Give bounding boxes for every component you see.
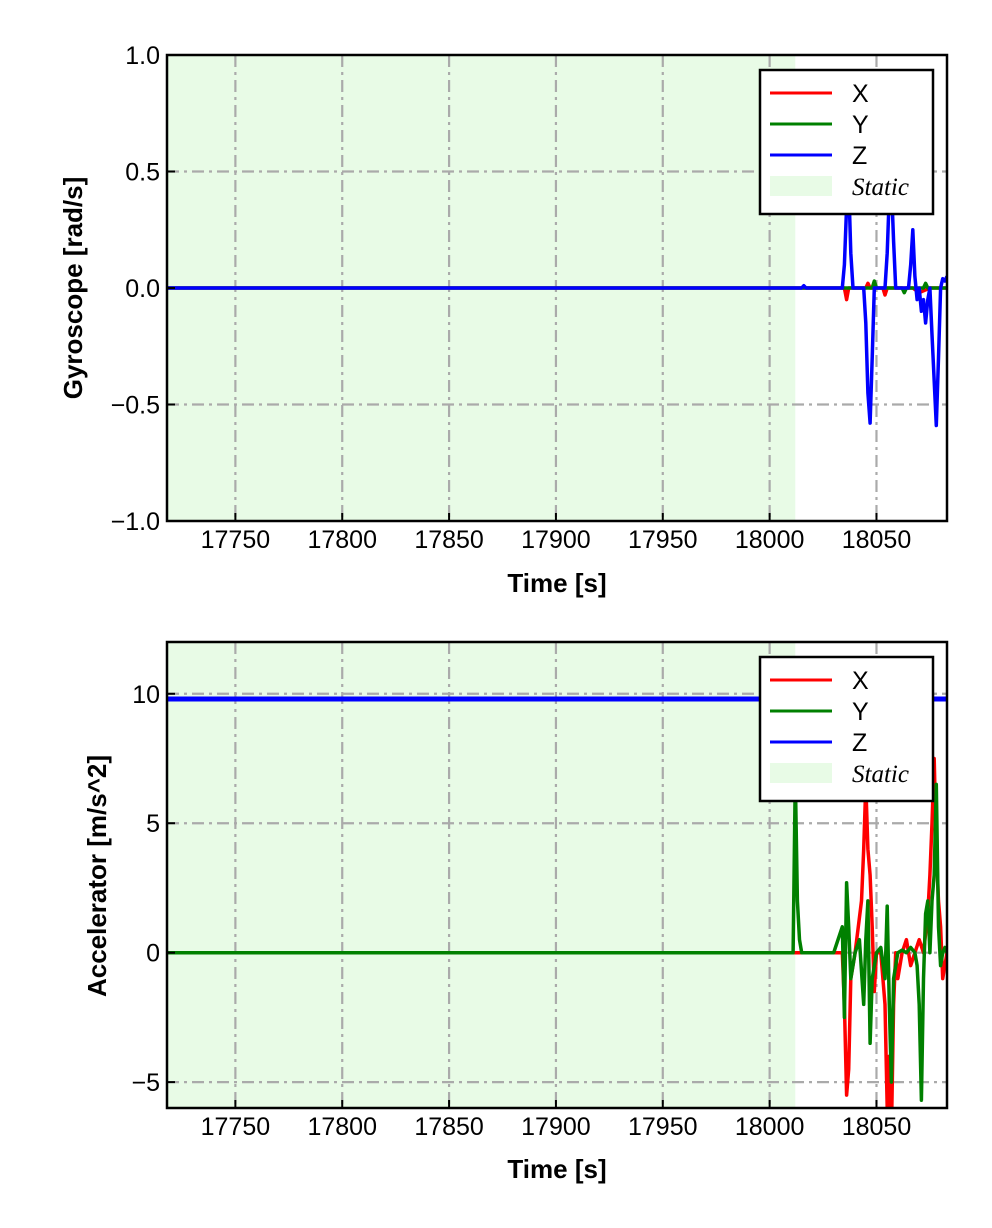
gyroscope-legend-z-label: Z: [852, 142, 867, 170]
gyroscope-legend-x-label: X: [852, 80, 869, 108]
gyroscope-x-tick-label-4: 17950: [628, 526, 698, 554]
accelerator-legend-static-label: Static: [852, 761, 909, 788]
accelerator-plot-frame: [165, 640, 949, 1110]
gyroscope-chart: 17750 17800 17850 17900 17950 18000 18050 −1.0 −…: [58, 42, 949, 598]
accelerator-static-region: [167, 642, 796, 1108]
gyroscope-x-tick-label-6: 18050: [842, 526, 912, 554]
accelerator-legend-y-label: Y: [852, 698, 869, 726]
accelerator-x-tick-label-6: 18050: [842, 1113, 912, 1141]
accelerator-series-y-line: [167, 774, 947, 1102]
gyroscope-x-tick-label-5: 18000: [735, 526, 805, 554]
gyroscope-y-tick-label-0: −1.0: [111, 508, 160, 536]
accelerator-x-tick-label-2: 17850: [414, 1113, 484, 1141]
accelerator-legend-z-label: Z: [852, 729, 867, 757]
accelerator-x-tick-label-5: 18000: [735, 1113, 805, 1141]
gyroscope-x-tick-label-3: 17900: [521, 526, 591, 554]
gyroscope-y-tick-label-4: 1.0: [125, 42, 160, 70]
accelerator-x-tick-label-0: 17750: [201, 1113, 271, 1141]
accelerator-x-tick-label-1: 17800: [307, 1113, 377, 1141]
accelerator-y-tick-label-0: −5: [131, 1069, 160, 1097]
accelerator-x-axis-title: Time [s]: [507, 1154, 606, 1184]
accelerator-x-tick-label-3: 17900: [521, 1113, 591, 1141]
gyroscope-legend-y-label: Y: [852, 111, 869, 139]
gyroscope-x-tick-label-1: 17800: [307, 526, 377, 554]
gyroscope-x-axis-title: Time [s]: [507, 568, 606, 598]
gyroscope-x-tick-label-2: 17850: [414, 526, 484, 554]
gyroscope-legend-static-swatch: [770, 176, 832, 196]
gyroscope-y-tick-label-3: 0.5: [125, 159, 160, 187]
gyroscope-ticks: 17750 17800 17850 17900 17950 18000 18050 −1.0 −…: [111, 42, 912, 554]
gyroscope-y-tick-label-1: −0.5: [111, 392, 160, 420]
accelerator-legend-x-label: X: [852, 667, 869, 695]
gyroscope-y-tick-label-2: 0.0: [125, 275, 160, 303]
accelerator-legend: X Y Z Static: [758, 655, 935, 803]
accelerator-y-tick-label-2: 5: [146, 810, 160, 838]
accelerator-y-axis-title: Accelerator [m/s^2]: [82, 755, 112, 997]
accelerator-ticks: 17750 17800 17850 17900 17950 18000 18050 −5 0 5 1…: [131, 681, 911, 1141]
accelerator-y-tick-label-1: 0: [146, 940, 160, 968]
accelerator-chart: 17750 17800 17850 17900 17950 18000 18050 −5 0 5 1…: [82, 640, 949, 1184]
gyroscope-legend: X Y Z Static: [758, 68, 935, 216]
accelerator-legend-static-swatch: [770, 763, 832, 783]
gyroscope-y-axis-title: Gyroscope [rad/s]: [58, 177, 88, 400]
accelerator-x-tick-label-4: 17950: [628, 1113, 698, 1141]
gyroscope-legend-static-label: Static: [852, 174, 909, 201]
gyroscope-x-tick-label-0: 17750: [201, 526, 271, 554]
accelerator-y-tick-label-3: 10: [132, 681, 160, 709]
